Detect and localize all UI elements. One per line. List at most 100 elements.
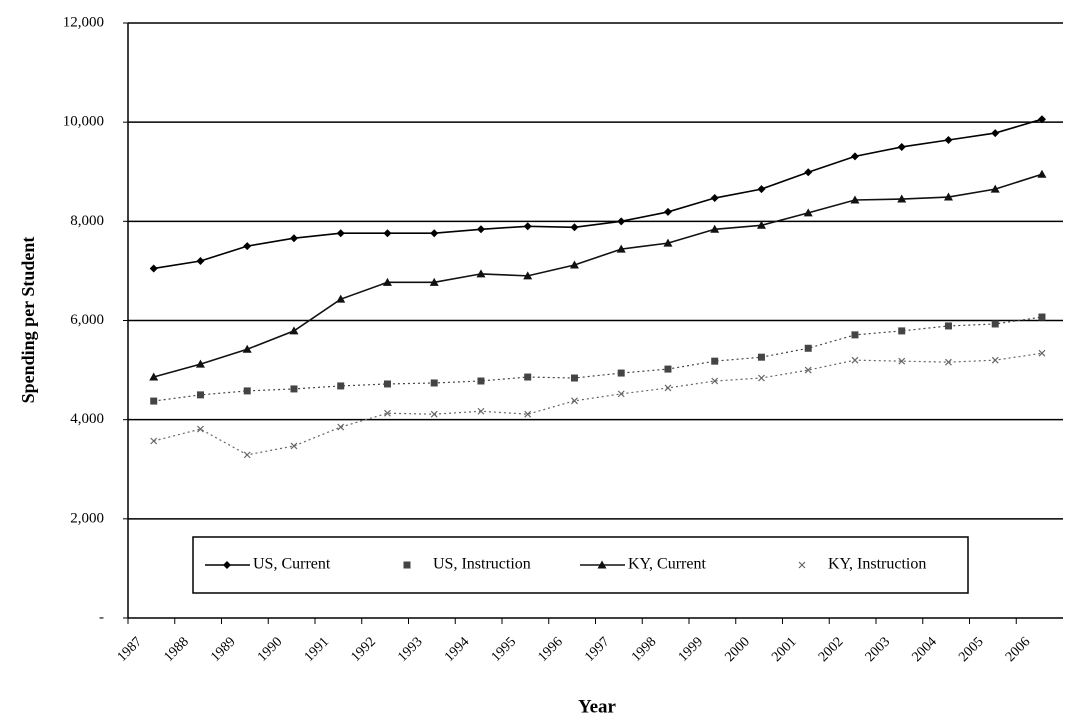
data-point bbox=[430, 229, 439, 238]
data-point bbox=[430, 379, 438, 387]
data-point bbox=[663, 238, 673, 247]
y-tick-label: 12,000 bbox=[63, 14, 104, 30]
x-tick-label: 1991 bbox=[302, 634, 332, 664]
data-point bbox=[757, 185, 766, 194]
data-point bbox=[1038, 349, 1046, 357]
data-point bbox=[523, 222, 532, 231]
data-point bbox=[757, 353, 765, 361]
y-tick-label: 10,000 bbox=[63, 114, 104, 130]
data-point bbox=[289, 326, 299, 335]
data-point bbox=[383, 229, 392, 238]
data-point bbox=[570, 374, 578, 382]
data-point bbox=[991, 356, 999, 364]
data-point bbox=[524, 373, 532, 381]
x-tick-label: 1998 bbox=[629, 634, 659, 664]
data-point bbox=[617, 369, 625, 377]
data-point bbox=[664, 365, 672, 373]
y-tick-label: - bbox=[99, 609, 104, 625]
legend-marker bbox=[223, 561, 231, 569]
data-point bbox=[150, 397, 158, 405]
data-point bbox=[617, 390, 625, 398]
x-tick-label: 1987 bbox=[115, 634, 145, 664]
data-point bbox=[336, 294, 346, 303]
legend-label: KY, Current bbox=[628, 556, 706, 573]
data-point bbox=[524, 410, 532, 418]
data-point bbox=[243, 387, 251, 395]
x-tick-label: 1993 bbox=[395, 634, 425, 664]
legend-marker bbox=[403, 561, 411, 569]
series-line bbox=[153, 173, 1043, 378]
data-point bbox=[804, 366, 812, 374]
legend-label: US, Instruction bbox=[433, 556, 531, 573]
x-tick-label: 1999 bbox=[676, 634, 706, 664]
legend-marker bbox=[798, 561, 806, 569]
x-tick-label: 1989 bbox=[208, 634, 238, 664]
data-point bbox=[336, 229, 345, 238]
x-tick-label: 2006 bbox=[1003, 634, 1033, 664]
data-point bbox=[243, 451, 251, 459]
data-point bbox=[1037, 169, 1047, 178]
data-point bbox=[991, 320, 999, 328]
y-axis-label: Spending per Student bbox=[18, 237, 38, 404]
series-line bbox=[153, 352, 1043, 456]
data-point bbox=[710, 224, 720, 233]
data-point bbox=[944, 136, 953, 145]
y-tick-label: 2,000 bbox=[70, 510, 104, 526]
data-point bbox=[804, 168, 813, 177]
data-point bbox=[196, 391, 204, 399]
x-tick-label: 1994 bbox=[442, 634, 472, 664]
x-tick-label: 2000 bbox=[722, 634, 752, 664]
data-point bbox=[944, 322, 952, 330]
y-tick-label: 6,000 bbox=[70, 312, 104, 328]
data-point bbox=[242, 344, 252, 353]
data-point bbox=[382, 277, 392, 286]
data-point bbox=[150, 437, 158, 445]
x-tick-label: 1992 bbox=[348, 634, 378, 664]
data-point bbox=[197, 425, 204, 433]
data-point bbox=[756, 220, 766, 229]
data-point bbox=[569, 260, 579, 269]
data-point bbox=[1037, 115, 1046, 124]
data-point bbox=[943, 192, 953, 201]
data-point bbox=[898, 357, 906, 365]
x-tick-label: 1988 bbox=[161, 634, 191, 664]
data-point bbox=[897, 142, 906, 151]
legend-label: KY, Instruction bbox=[828, 556, 926, 573]
data-point bbox=[290, 385, 298, 393]
x-tick-label: 1997 bbox=[582, 634, 612, 664]
data-point bbox=[571, 397, 578, 405]
data-point bbox=[851, 331, 859, 339]
x-tick-label: 1996 bbox=[535, 634, 565, 664]
data-point bbox=[897, 194, 907, 203]
data-point bbox=[616, 244, 626, 253]
series-line bbox=[153, 118, 1043, 270]
data-point bbox=[990, 184, 1000, 193]
data-point bbox=[243, 242, 252, 251]
data-point bbox=[898, 327, 906, 335]
data-point bbox=[337, 423, 345, 431]
data-point bbox=[664, 384, 672, 392]
data-point bbox=[337, 382, 345, 390]
series-line bbox=[153, 316, 1043, 402]
x-tick-label: 2003 bbox=[863, 634, 893, 664]
x-tick-label: 2004 bbox=[909, 634, 939, 664]
data-point bbox=[758, 374, 765, 382]
data-point bbox=[850, 195, 860, 204]
data-point bbox=[711, 377, 719, 385]
data-point bbox=[1038, 313, 1046, 321]
x-tick-label: 1995 bbox=[489, 634, 519, 664]
data-point bbox=[711, 357, 719, 365]
x-tick-label: 1990 bbox=[255, 634, 285, 664]
data-point bbox=[149, 372, 159, 381]
data-point bbox=[803, 208, 813, 217]
data-point bbox=[289, 234, 298, 243]
data-point bbox=[477, 377, 485, 385]
data-point bbox=[195, 359, 205, 368]
data-point bbox=[290, 442, 298, 450]
data-point bbox=[477, 407, 485, 415]
x-axis-label: Year bbox=[578, 696, 617, 717]
data-point bbox=[429, 277, 439, 286]
data-point bbox=[850, 152, 859, 161]
